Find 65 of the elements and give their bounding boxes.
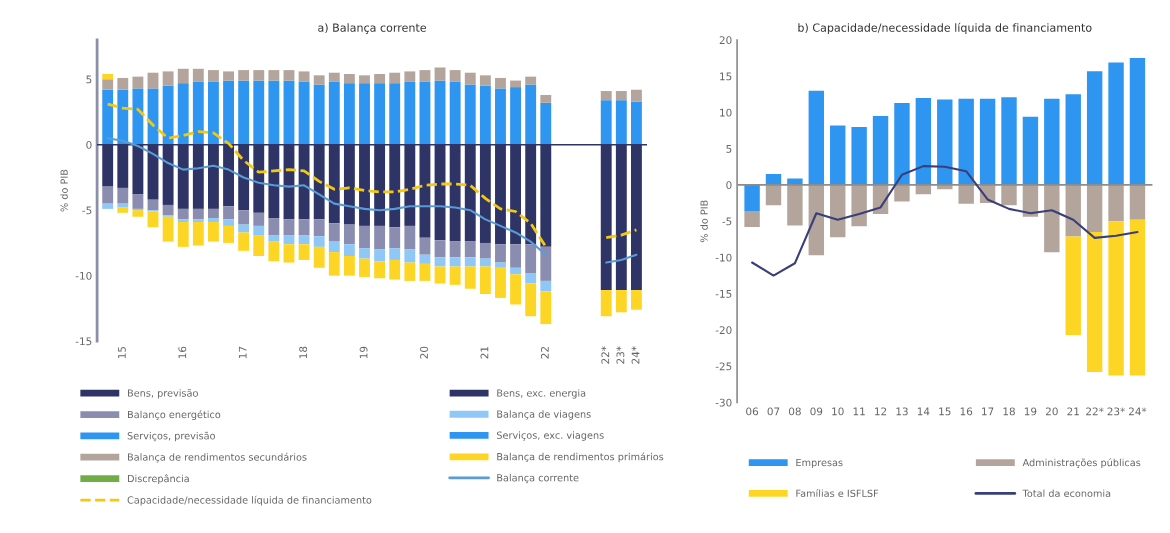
x-tick-label: 20 — [420, 346, 428, 359]
y-tick-label: 0 — [86, 140, 92, 149]
x-tick-label: 22 — [540, 347, 549, 359]
y-tick-label: 0 — [726, 181, 732, 190]
legend-label: Total da economia — [1022, 489, 1111, 497]
legend-label: Balança de viagens — [497, 410, 591, 420]
legend-label: Famílias e ISFLSF — [796, 489, 879, 497]
x-tick-label: 22* — [601, 346, 610, 364]
y-tick-label: 15 — [720, 72, 732, 81]
x-tick-label: 07 — [767, 407, 780, 416]
y-tick-label: -10 — [715, 253, 732, 262]
x-tick-label: 17 — [238, 346, 247, 359]
x-tick-label: 12 — [875, 407, 887, 416]
x-tick-label: 24* — [631, 346, 640, 364]
x-tick-label: 13 — [896, 407, 908, 416]
legend-label: Discrepância — [128, 474, 189, 485]
legend-label: Bens, previsão — [128, 389, 198, 399]
x-tick-label: 22* — [1086, 407, 1104, 416]
y-tick-label: -20 — [715, 326, 732, 335]
y-tick-label: -25 — [715, 362, 732, 371]
x-tick-label: 19 — [1024, 407, 1037, 416]
y-tick-label: 5 — [86, 75, 92, 84]
y-tick-label: -10 — [75, 271, 92, 280]
x-tick-label: 17 — [982, 407, 994, 416]
y-axis-title: % do PIB — [700, 200, 708, 243]
x-tick-label: 24* — [1128, 407, 1147, 416]
x-tick-label: 19 — [359, 346, 368, 359]
x-tick-label: 11 — [853, 407, 865, 416]
x-tick-label: 23* — [1107, 407, 1125, 416]
y-tick-label: -30 — [715, 398, 732, 407]
legend-label: Balança de rendimentos primários — [497, 452, 664, 463]
x-tick-label: 09 — [810, 407, 823, 416]
x-tick-label: 10 — [832, 407, 844, 416]
y-tick-label: -15 — [715, 290, 732, 298]
y-tick-label: 10 — [720, 108, 732, 117]
y-axis-title: % do PIB — [60, 169, 68, 212]
x-tick-label: 20 — [1045, 407, 1058, 416]
legend-label: Serviços, exc. viagens — [496, 431, 604, 441]
y-tick-label: 5 — [726, 145, 732, 153]
x-tick-label: 23* — [616, 346, 625, 364]
y-tick-label: -5 — [722, 217, 732, 226]
x-tick-label: 18 — [299, 346, 308, 359]
x-tick-label: 06 — [746, 407, 759, 416]
x-tick-label: 21 — [480, 346, 489, 359]
legend-label: Administrações públicas — [1022, 458, 1141, 469]
x-tick-label: 16 — [178, 346, 187, 359]
chart-title: b) Capacidade/necessidade líquida de financiamento — [798, 22, 1092, 34]
x-tick-label: 21 — [1067, 407, 1079, 416]
legend-label: Balança de rendimentos secundários — [128, 452, 307, 463]
legend-label: Capacidade/necessidade líquida de financiamento — [127, 495, 372, 506]
legend-label: Bens, exc. energia — [497, 389, 586, 399]
x-tick-label: 16 — [960, 407, 973, 416]
y-tick-label: -15 — [75, 337, 92, 346]
x-tick-label: 18 — [1003, 407, 1015, 416]
legend-label: Serviços, previsão — [127, 431, 216, 442]
legend-label: Empresas — [796, 458, 843, 469]
legend-label: Balança corrente — [497, 473, 579, 484]
legend-label: Balanço energético — [128, 410, 221, 421]
chart-title: a) Balança corrente — [318, 23, 427, 34]
y-tick-label: -5 — [82, 206, 92, 215]
y-tick-label: 20 — [719, 36, 732, 45]
x-tick-label: 15 — [118, 346, 126, 359]
x-tick-label: 08 — [788, 407, 801, 416]
x-tick-label: 14 — [917, 407, 930, 416]
x-tick-label: 15 — [939, 407, 951, 416]
